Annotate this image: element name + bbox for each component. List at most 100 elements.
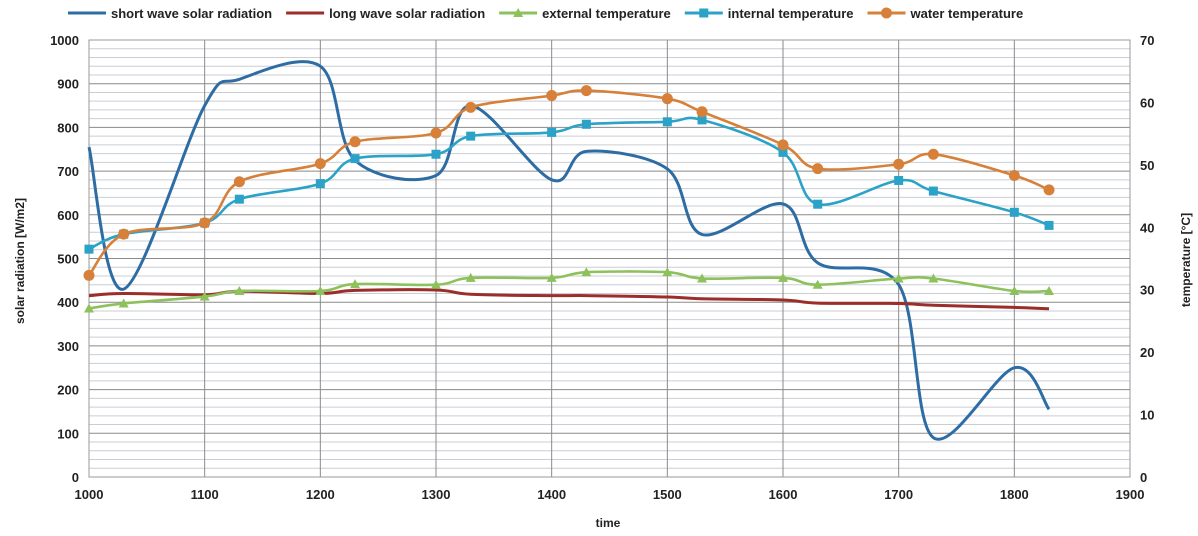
- data-point: [662, 117, 672, 127]
- data-point: [350, 279, 361, 289]
- data-point: [661, 93, 673, 105]
- data-point: [1044, 285, 1055, 295]
- data-point: [893, 273, 904, 283]
- y-left-tick-label: 200: [57, 383, 79, 398]
- data-point: [84, 303, 94, 313]
- y-left-tick-label: 0: [72, 470, 79, 485]
- data-point: [927, 148, 939, 160]
- data-point: [812, 163, 824, 175]
- data-point: [1043, 184, 1055, 196]
- data-point: [777, 139, 789, 151]
- data-point: [84, 244, 94, 254]
- x-axis-title: time: [596, 516, 621, 530]
- series-line: [87, 60, 1051, 441]
- y-right-tick-label: 30: [1140, 283, 1154, 298]
- grid: [88, 39, 1131, 478]
- series-layer: [83, 60, 1055, 441]
- y-right-tick-label: 60: [1140, 95, 1154, 110]
- data-point: [697, 273, 708, 283]
- data-point: [349, 136, 361, 148]
- y-right-tick-label: 0: [1140, 470, 1147, 485]
- x-tick-label: 1300: [422, 487, 451, 502]
- data-point: [234, 285, 245, 295]
- series-water-temperature: [83, 85, 1055, 281]
- data-point: [894, 175, 904, 185]
- y-right-axis: 0 10 20 30 40 50 60 70: [1140, 33, 1154, 485]
- y-left-axis: 0 100 200 300 400 500 600 700 800 900 1000: [50, 33, 79, 485]
- y-left-tick-label: 900: [57, 77, 79, 92]
- data-point: [1009, 285, 1020, 295]
- data-point: [314, 158, 326, 170]
- x-tick-label: 1800: [1000, 487, 1029, 502]
- legend-label: internal temperature: [728, 6, 854, 21]
- data-point: [350, 154, 360, 164]
- data-point: [199, 217, 211, 229]
- y-left-tick-label: 1000: [50, 33, 79, 48]
- data-point: [928, 186, 938, 196]
- legend-item: long wave solar radiation: [286, 6, 485, 21]
- plot-area: [88, 39, 1131, 478]
- y-left-tick-label: 500: [57, 252, 79, 267]
- y-left-tick-label: 300: [57, 339, 79, 354]
- x-tick-label: 1600: [769, 487, 798, 502]
- legend-label: short wave solar radiation: [111, 6, 272, 21]
- x-tick-label: 1900: [1116, 487, 1145, 502]
- data-point: [83, 269, 95, 281]
- data-point: [199, 291, 210, 301]
- legend-label: external temperature: [542, 6, 671, 21]
- y-left-tick-label: 600: [57, 208, 79, 223]
- series-internal-temperature: [84, 115, 1054, 254]
- y-right-tick-label: 50: [1140, 158, 1154, 173]
- legend-marker: [699, 8, 709, 18]
- data-point: [928, 273, 939, 283]
- data-point: [546, 90, 558, 102]
- data-point: [778, 272, 788, 282]
- x-tick-label: 1200: [306, 487, 335, 502]
- y-right-tick-label: 10: [1140, 408, 1154, 423]
- legend-label: water temperature: [909, 6, 1023, 21]
- data-point: [581, 119, 591, 129]
- data-point: [430, 127, 442, 139]
- legend-item: internal temperature: [684, 6, 854, 21]
- x-axis: 1000 1100 1200 1300 1400 1500 1600 1700 1800 1900: [75, 487, 1145, 502]
- y-right-tick-label: 20: [1140, 345, 1154, 360]
- legend-item: short wave solar radiation: [68, 6, 272, 21]
- data-point: [465, 101, 477, 113]
- data-point: [431, 279, 441, 289]
- data-point: [233, 176, 245, 188]
- data-point: [813, 199, 823, 209]
- data-point: [465, 272, 476, 282]
- data-point: [547, 127, 557, 137]
- legend: short wave solar radiation long wave sola…: [68, 6, 1023, 21]
- legend-marker: [513, 8, 524, 17]
- x-tick-label: 1700: [884, 487, 913, 502]
- data-point: [1008, 169, 1020, 181]
- y-left-tick-label: 700: [57, 164, 79, 179]
- data-point: [315, 179, 325, 189]
- y-left-tick-label: 400: [57, 295, 79, 310]
- data-point: [1044, 220, 1054, 230]
- y-left-tick-label: 800: [57, 120, 79, 135]
- y-right-tick-label: 40: [1140, 220, 1154, 235]
- data-point: [581, 267, 592, 277]
- y-right-tick-label: 70: [1140, 33, 1154, 48]
- data-point: [662, 267, 673, 277]
- legend-marker: [880, 7, 892, 19]
- data-point: [546, 272, 557, 282]
- data-point: [234, 194, 244, 204]
- legend-item: water temperature: [867, 6, 1023, 21]
- x-tick-label: 1400: [537, 487, 566, 502]
- data-point: [1009, 207, 1019, 217]
- series-line: [88, 116, 1050, 251]
- data-point: [812, 279, 823, 289]
- series-external-temperature: [84, 267, 1055, 313]
- data-point: [778, 147, 788, 157]
- data-point: [118, 228, 130, 240]
- data-point: [118, 298, 129, 308]
- legend-item: external temperature: [499, 6, 671, 21]
- data-point: [893, 158, 905, 170]
- data-point: [466, 131, 476, 141]
- data-point: [315, 285, 326, 295]
- y-left-axis-title: solar radiation [W/m2]: [13, 198, 27, 324]
